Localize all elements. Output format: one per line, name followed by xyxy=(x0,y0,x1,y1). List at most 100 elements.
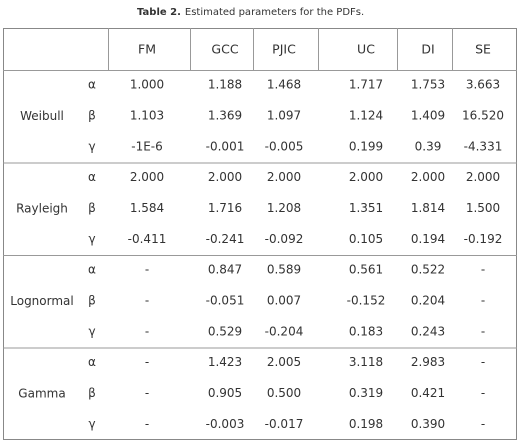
param-symbol: β xyxy=(88,386,96,400)
cell-value: 3.663 xyxy=(466,78,500,92)
cell-value: 1.716 xyxy=(208,201,242,215)
param-symbol: α xyxy=(88,355,96,369)
cell-value: - xyxy=(145,386,149,400)
cell-value: 2.000 xyxy=(130,170,164,184)
cell-value: 0.905 xyxy=(208,386,242,400)
param-symbol: α xyxy=(88,263,96,277)
cell-value: -0.017 xyxy=(265,417,304,431)
cell-value: -0.005 xyxy=(265,140,304,154)
cell-value: -0.152 xyxy=(347,294,386,308)
cell-value: 0.194 xyxy=(411,232,445,246)
param-symbol: β xyxy=(88,201,96,215)
cell-value: -1E-6 xyxy=(131,140,163,154)
cell-value: -0.411 xyxy=(128,232,167,246)
column-header: GCC xyxy=(211,42,238,57)
cell-value: 0.522 xyxy=(411,263,445,277)
cell-value: 2.000 xyxy=(349,170,383,184)
cell-value: 2.000 xyxy=(267,170,301,184)
column-header: PJIC xyxy=(272,42,296,57)
cell-value: 0.39 xyxy=(415,140,442,154)
param-symbol: β xyxy=(88,294,96,308)
cell-value: 1.753 xyxy=(411,78,445,92)
cell-value: -0.051 xyxy=(206,294,245,308)
column-header: SE xyxy=(475,42,491,57)
cell-value: 2.983 xyxy=(411,355,445,369)
cell-value: -0.003 xyxy=(206,417,245,431)
column-header: FM xyxy=(138,42,156,57)
cell-value: - xyxy=(145,294,149,308)
param-symbol: α xyxy=(88,170,96,184)
caption-label: Table 2. xyxy=(137,7,181,18)
cell-value: -0.192 xyxy=(464,232,503,246)
cell-value: - xyxy=(481,355,485,369)
cell-value: 1.584 xyxy=(130,201,164,215)
cell-value: 0.198 xyxy=(349,417,383,431)
group-name: Gamma xyxy=(18,386,65,400)
cell-value: 1.369 xyxy=(208,109,242,123)
cell-value: -0.204 xyxy=(265,325,304,339)
param-symbol: γ xyxy=(88,140,95,154)
cell-value: 0.847 xyxy=(208,263,242,277)
param-symbol: γ xyxy=(88,325,95,339)
caption-text: Estimated parameters for the PDFs. xyxy=(185,7,364,18)
group-name: Lognormal xyxy=(10,294,73,308)
cell-value: - xyxy=(481,294,485,308)
cell-value: 1.500 xyxy=(466,201,500,215)
cell-value: - xyxy=(481,386,485,400)
cell-value: 0.390 xyxy=(411,417,445,431)
cell-value: 0.243 xyxy=(411,325,445,339)
param-symbol: α xyxy=(88,78,96,92)
cell-value: 2.000 xyxy=(466,170,500,184)
param-symbol: γ xyxy=(88,417,95,431)
cell-value: - xyxy=(481,263,485,277)
cell-value: 16.520 xyxy=(462,109,504,123)
cell-value: 0.007 xyxy=(267,294,301,308)
cell-value: 0.561 xyxy=(349,263,383,277)
cell-value: 1.468 xyxy=(267,78,301,92)
cell-value: - xyxy=(481,417,485,431)
cell-value: 0.199 xyxy=(349,140,383,154)
cell-value: 0.105 xyxy=(349,232,383,246)
column-header: DI xyxy=(421,42,434,57)
cell-value: 2.000 xyxy=(411,170,445,184)
group-name: Rayleigh xyxy=(16,201,68,215)
column-header: UC xyxy=(357,42,375,57)
cell-value: -0.092 xyxy=(265,232,304,246)
cell-value: 0.204 xyxy=(411,294,445,308)
cell-value: - xyxy=(145,325,149,339)
cell-value: 2.005 xyxy=(267,355,301,369)
cell-value: - xyxy=(145,263,149,277)
cell-value: 1.814 xyxy=(411,201,445,215)
cell-value: - xyxy=(145,355,149,369)
param-symbol: β xyxy=(88,109,96,123)
group-name: Weibull xyxy=(20,109,64,123)
cell-value: 1.188 xyxy=(208,78,242,92)
cell-value: 0.589 xyxy=(267,263,301,277)
cell-value: 1.423 xyxy=(208,355,242,369)
cell-value: 1.351 xyxy=(349,201,383,215)
param-symbol: γ xyxy=(88,232,95,246)
cell-value: -4.331 xyxy=(464,140,503,154)
cell-value: 2.000 xyxy=(208,170,242,184)
cell-value: 1.124 xyxy=(349,109,383,123)
cell-value: 3.118 xyxy=(349,355,383,369)
cell-value: 1.000 xyxy=(130,78,164,92)
cell-value: 1.409 xyxy=(411,109,445,123)
cell-value: 0.500 xyxy=(267,386,301,400)
cell-value: -0.241 xyxy=(206,232,245,246)
cell-value: 0.421 xyxy=(411,386,445,400)
cell-value: 1.717 xyxy=(349,78,383,92)
cell-value: 0.529 xyxy=(208,325,242,339)
cell-value: 1.097 xyxy=(267,109,301,123)
cell-value: - xyxy=(145,417,149,431)
caption: Table 2. Estimated parameters for the PDF… xyxy=(137,7,364,18)
cell-value: 1.103 xyxy=(130,109,164,123)
cell-value: 1.208 xyxy=(267,201,301,215)
cell-value: - xyxy=(481,325,485,339)
cell-value: 0.183 xyxy=(349,325,383,339)
table-border xyxy=(3,28,517,440)
cell-value: 0.319 xyxy=(349,386,383,400)
cell-value: -0.001 xyxy=(206,140,245,154)
